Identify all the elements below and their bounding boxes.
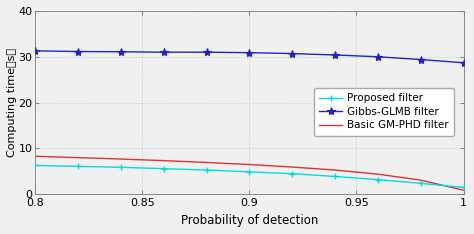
Legend: Proposed filter, Gibbs-GLMB filter, Basic GM-PHD filter: Proposed filter, Gibbs-GLMB filter, Basi… (314, 88, 454, 136)
Basic GM-PHD filter (332, 169, 338, 172)
Basic GM-PHD filter (246, 163, 252, 166)
Basic GM-PHD filter (375, 173, 381, 176)
Proposed filter (290, 172, 295, 175)
Basic GM-PHD filter (290, 166, 295, 168)
Y-axis label: Computing time（s）: Computing time（s） (7, 48, 17, 157)
Proposed filter (161, 167, 166, 170)
Proposed filter (461, 186, 466, 189)
Proposed filter (418, 182, 424, 185)
Gibbs-GLMB filter (161, 51, 166, 54)
Basic GM-PHD filter (161, 159, 166, 162)
Basic GM-PHD filter (118, 158, 124, 161)
Proposed filter (375, 178, 381, 181)
Gibbs-GLMB filter (375, 55, 381, 58)
Gibbs-GLMB filter (75, 50, 81, 53)
Gibbs-GLMB filter (246, 51, 252, 54)
Line: Basic GM-PHD filter: Basic GM-PHD filter (35, 156, 464, 190)
Gibbs-GLMB filter (418, 58, 424, 61)
Basic GM-PHD filter (32, 155, 38, 158)
Line: Proposed filter: Proposed filter (32, 162, 467, 191)
Gibbs-GLMB filter (290, 52, 295, 55)
Proposed filter (246, 170, 252, 173)
Basic GM-PHD filter (204, 161, 210, 164)
Proposed filter (118, 166, 124, 169)
Basic GM-PHD filter (418, 179, 424, 182)
Line: Gibbs-GLMB filter: Gibbs-GLMB filter (31, 47, 468, 67)
Gibbs-GLMB filter (204, 51, 210, 54)
Proposed filter (204, 169, 210, 172)
Basic GM-PHD filter (461, 189, 466, 192)
Proposed filter (75, 165, 81, 168)
Proposed filter (332, 175, 338, 178)
X-axis label: Probability of detection: Probability of detection (181, 214, 318, 227)
Proposed filter (32, 164, 38, 167)
Gibbs-GLMB filter (118, 50, 124, 53)
Gibbs-GLMB filter (461, 61, 466, 64)
Gibbs-GLMB filter (332, 54, 338, 56)
Gibbs-GLMB filter (32, 49, 38, 52)
Basic GM-PHD filter (75, 156, 81, 159)
